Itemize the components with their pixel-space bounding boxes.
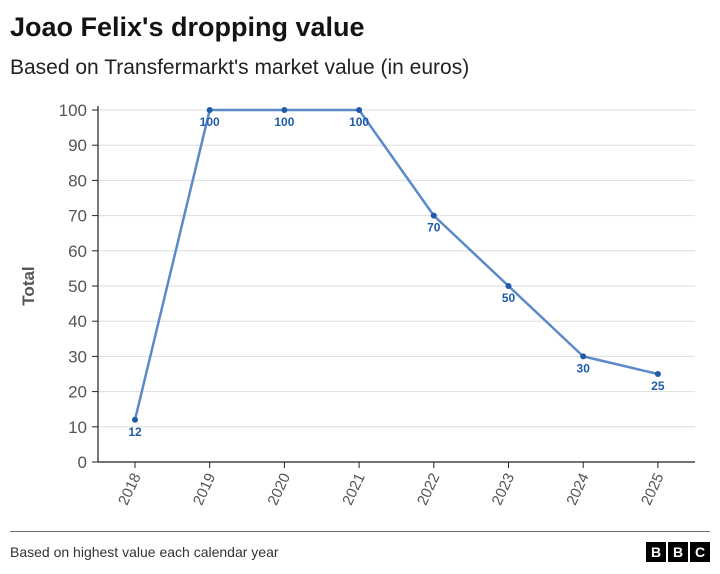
y-tick-label: 20 (68, 383, 87, 402)
logo-letter: B (668, 542, 688, 562)
data-label: 50 (502, 291, 516, 305)
y-tick-label: 50 (68, 277, 87, 296)
source-note: Based on highest value each calendar yea… (10, 544, 279, 560)
chart-title: Joao Felix's dropping value (10, 12, 365, 42)
x-tick-label: 2021 (339, 471, 369, 508)
data-point (654, 371, 661, 377)
y-tick-label: 10 (68, 418, 87, 437)
data-label: 100 (274, 115, 294, 129)
data-label: 12 (128, 425, 142, 439)
bbc-logo: B B C (646, 542, 710, 562)
data-label: 100 (200, 115, 220, 129)
data-label: 25 (651, 379, 665, 393)
logo-letter: C (690, 542, 710, 562)
logo-letter: B (646, 542, 666, 562)
y-tick-label: 60 (68, 242, 87, 261)
data-label: 30 (577, 361, 591, 375)
x-tick-label: 2025 (638, 471, 668, 508)
data-point (132, 416, 138, 423)
y-tick-label: 100 (59, 101, 87, 120)
series-line (133, 108, 659, 421)
y-tick-label: 0 (78, 453, 87, 472)
chart-subtitle: Based on Transfermarkt's market value (i… (10, 56, 470, 79)
data-point (580, 353, 587, 360)
y-axis-title: Total (19, 266, 38, 305)
data-label: 70 (427, 221, 441, 235)
x-tick-label: 2023 (489, 471, 519, 508)
data-point (206, 107, 213, 113)
y-tick-label: 40 (68, 312, 87, 331)
x-tick-label: 2024 (563, 471, 593, 508)
x-tick-label: 2020 (265, 471, 295, 508)
data-point (505, 283, 512, 289)
x-tick-label: 2022 (414, 471, 444, 508)
data-point (356, 107, 363, 113)
y-tick-label: 70 (68, 207, 87, 226)
data-point (430, 212, 437, 219)
y-tick-label: 80 (68, 171, 87, 190)
data-point (281, 107, 288, 113)
x-tick-label: 2018 (115, 471, 145, 508)
y-tick-label: 90 (68, 136, 87, 155)
x-tick-label: 2019 (190, 471, 220, 508)
data-label: 100 (349, 115, 369, 129)
y-tick-label: 30 (68, 347, 87, 366)
footer-divider (10, 531, 710, 532)
